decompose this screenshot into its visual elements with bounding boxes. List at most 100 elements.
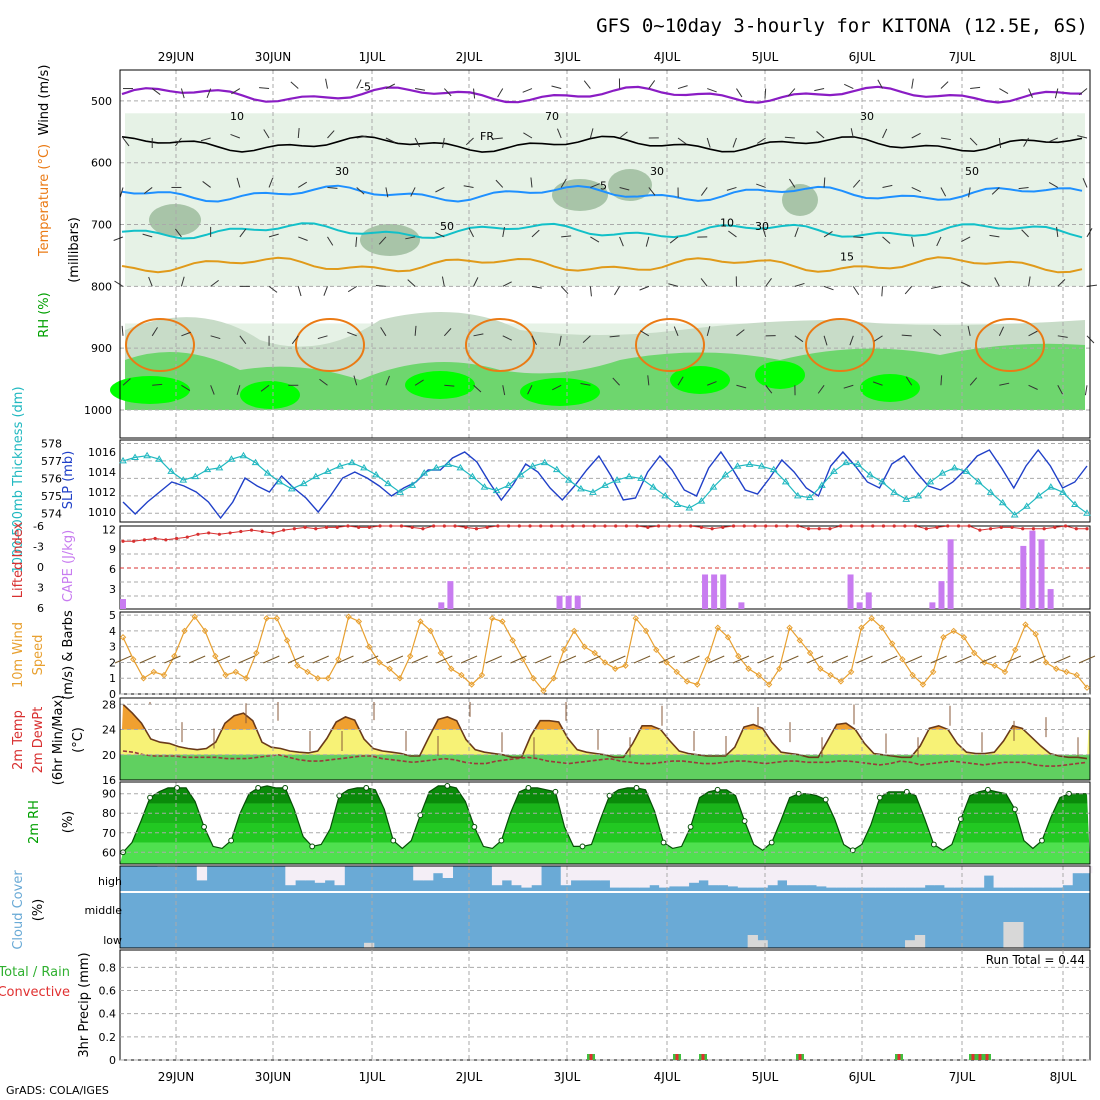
wind-barb: [873, 335, 883, 342]
wind-speed-point-91: [1053, 665, 1060, 672]
wind-barb-10m-19: [584, 655, 601, 664]
wind-barb-10m-36: [1004, 655, 1022, 664]
thickness-point-66: [914, 491, 923, 499]
high-cloud-bar-60: [708, 866, 719, 886]
thickness-point-64: [890, 488, 899, 495]
wind-barb: [882, 236, 891, 244]
wind-barb: [877, 79, 883, 89]
wind-barb: [706, 326, 711, 336]
thickness-point-6: [191, 472, 200, 480]
precip-conv-bar-7: [985, 1054, 989, 1060]
isotherm-1: [121, 135, 1083, 153]
li-point-74: [914, 524, 918, 528]
temp-2m-panel: 28 24 20 16 2m Temp 2m DewPt (6hr Min/Max) (°C): [11, 695, 1091, 787]
li-point-36: [507, 524, 511, 528]
wind-barb: [590, 183, 600, 188]
wind-speed-point-92: [1063, 668, 1070, 676]
wind-barb-10m-0: [114, 655, 132, 664]
thickness-point-33: [516, 470, 525, 478]
wind-speed-point-52: [653, 646, 660, 654]
wind-barb: [327, 186, 338, 189]
thickness-point-56: [793, 491, 802, 499]
high-cloud-bar-86: [964, 866, 975, 888]
wind-barb: [940, 137, 951, 141]
li-point-58: [742, 524, 746, 528]
wind-barb: [940, 81, 949, 89]
wind-barb: [239, 335, 247, 345]
wind-ytick-5: 0: [109, 688, 116, 701]
bottom-date-label-6: 5JUL: [752, 1070, 779, 1084]
temp-axis-label-2: 2m DewPt: [31, 707, 46, 774]
rh-contour-label-0: 10: [230, 110, 244, 123]
high-cloud-bar-76: [865, 866, 876, 888]
wind-barb: [551, 85, 562, 90]
wind-barb: [407, 279, 416, 287]
high-cloud-bar-47: [580, 866, 591, 881]
wind-speed-point-71: [847, 668, 855, 676]
wind-speed-point-65: [786, 624, 793, 631]
high-cloud-bar-30: [413, 866, 424, 881]
wind-barb: [816, 131, 825, 139]
li-point-6: [185, 535, 189, 539]
li-point-21: [346, 524, 350, 528]
high-cloud-bar-63: [737, 866, 749, 888]
bottom-date-label-4: 3JUL: [554, 1070, 581, 1084]
wind-barb: [1048, 137, 1058, 143]
wind-barb: [175, 228, 182, 238]
thickness-point-51: [733, 462, 742, 469]
wind-barb: [589, 128, 594, 139]
low-cloud-bar-91: [1013, 922, 1024, 948]
li-point-13: [260, 529, 264, 534]
thickness-ytick-3: 575: [41, 490, 62, 503]
high-cloud-bar-88: [983, 866, 995, 876]
wind-barb: [473, 333, 484, 337]
li-point-27: [410, 525, 414, 529]
cape-bar-89: [929, 602, 936, 609]
wind-barb: [443, 328, 452, 337]
wind-speed-point-25: [376, 659, 383, 666]
wind-barb: [463, 185, 474, 188]
wind-speed-point-31: [437, 649, 445, 657]
top-date-label-3: 2JUL: [456, 50, 483, 64]
wind-barb: [415, 88, 426, 91]
wind-barb: [263, 129, 270, 139]
wind-speed-point-60: [735, 652, 742, 660]
wind-barb: [347, 285, 357, 293]
high-cloud-bar-70: [806, 866, 817, 886]
wind-barb-10m-29: [831, 655, 849, 664]
rh-point-81: [849, 847, 856, 854]
top-date-label-4: 3JUL: [554, 50, 581, 64]
isotherm-0: [121, 85, 1083, 104]
wind-speed-point-50: [632, 615, 639, 622]
wind-barb: [385, 137, 396, 143]
precip-conv-bar-5: [971, 1054, 975, 1060]
wind-barb: [736, 88, 743, 98]
high-cloud-bar-90: [1003, 866, 1014, 888]
bottom-date-label-0: 29JUN: [158, 1070, 195, 1084]
wind-barb-10m-27: [782, 655, 799, 664]
li-point-9: [217, 532, 221, 536]
li-point-51: [667, 524, 671, 528]
cloud-ytick-1: middle: [84, 904, 122, 917]
cape-bar-91: [947, 539, 954, 609]
thickness-ytick-4: 574: [41, 507, 62, 520]
wind-barb: [882, 184, 893, 188]
wind-speed-point-20: [324, 675, 332, 682]
thickness-point-54: [769, 465, 778, 473]
thickness-point-41: [613, 476, 621, 483]
isotherm-2: [121, 184, 1083, 203]
li-point-20: [335, 525, 339, 529]
wind-ytick-1: 4: [109, 625, 116, 638]
high-cloud-bar-84: [944, 866, 955, 888]
li-point-76: [935, 525, 939, 529]
wind-speed-point-21: [335, 656, 342, 663]
bottom-date-axis: 29JUN 30JUN 1JUL 2JUL 3JUL 4JUL 5JUL 6JUL 7JUL 8J…: [158, 1070, 1077, 1084]
wind-barb: [911, 78, 914, 89]
slp-ytick-1: 1014: [88, 466, 116, 479]
wind-barb: [872, 381, 883, 386]
slp-thickness-panel: 578 577 576 575 574 1016 1014 1012 1010 1000-500m…: [11, 386, 1091, 574]
high-cloud-bar-69: [796, 866, 808, 886]
thickness-point-78: [1059, 488, 1067, 495]
li-point-40: [549, 524, 554, 528]
wind-barb: [442, 137, 445, 148]
